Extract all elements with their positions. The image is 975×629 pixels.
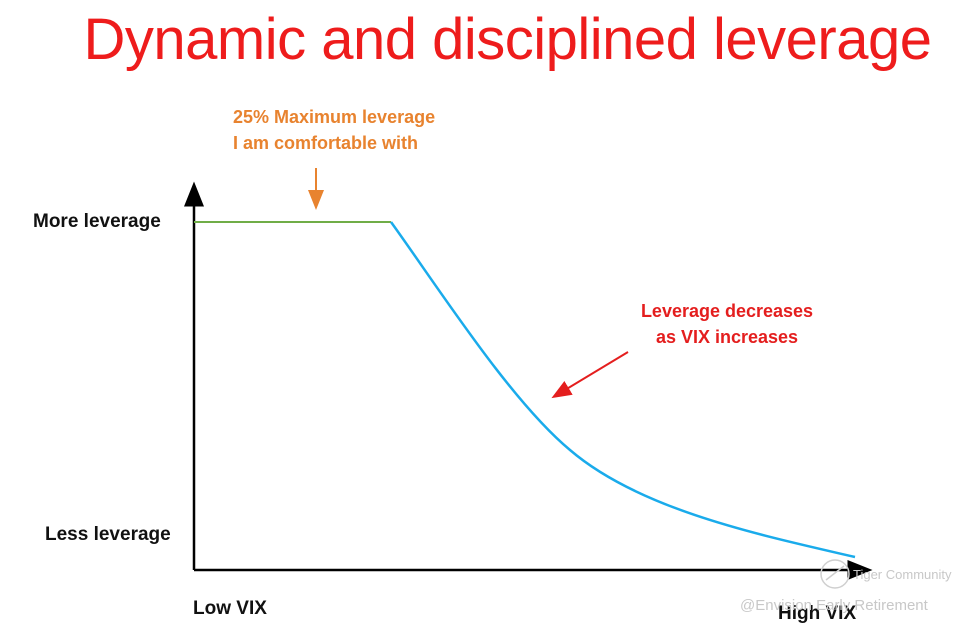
y-axis-bottom-label: Less leverage: [45, 524, 171, 545]
decrease-note: Leverage decreases as VIX increases: [610, 298, 844, 350]
max-leverage-note-line2: I am comfortable with: [233, 133, 419, 153]
tiger-logo-stroke-icon: [825, 565, 845, 581]
slide-title: Dynamic and disciplined leverage: [83, 7, 932, 72]
max-leverage-note-line1: 25% Maximum leverage: [233, 107, 436, 127]
decrease-note-line2: as VIX increases: [655, 327, 799, 347]
decrease-note-line1: Leverage decreases: [640, 301, 814, 321]
leverage-decrease-curve: [389, 221, 856, 559]
max-leverage-note: 25% Maximum leverage I am comfortable wi…: [233, 104, 435, 156]
x-axis-left-label: Low VIX: [193, 598, 267, 619]
tiger-community-logo-icon: [820, 559, 850, 589]
x-axis-right-label: High VIX: [778, 603, 857, 624]
watermark-handle: @Envision Early Retirement: [740, 597, 928, 614]
watermark-community: Tiger Community: [853, 567, 952, 582]
decrease-pointer-arrow: [551, 351, 629, 399]
y-axis-top-label: More leverage: [33, 211, 161, 232]
